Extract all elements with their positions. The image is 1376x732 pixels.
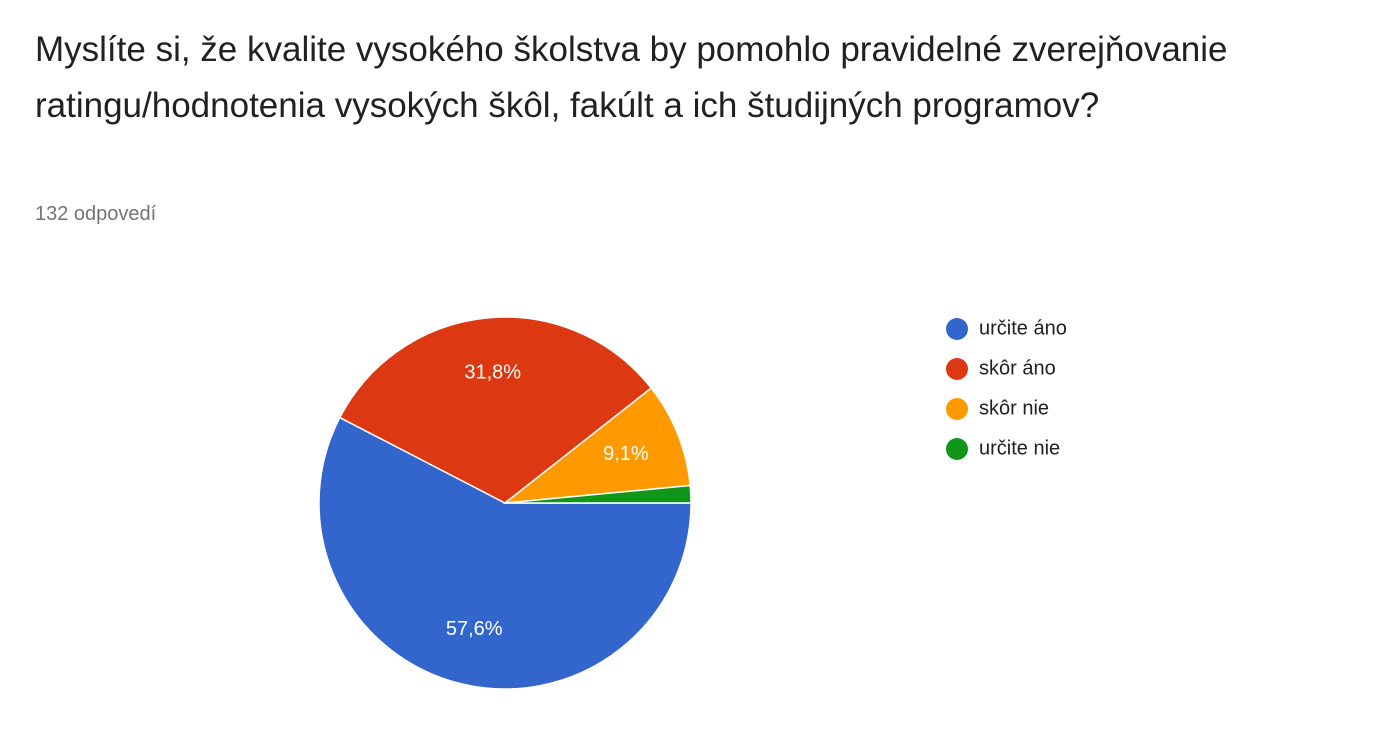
legend-label: určite nie xyxy=(979,437,1060,459)
pie-slice xyxy=(504,484,692,504)
legend-marker xyxy=(946,358,968,380)
legend-marker xyxy=(946,438,968,460)
legend-label: skôr áno xyxy=(979,357,1056,379)
pie-slice xyxy=(338,316,653,504)
chart-title: Myslíte si, že kvalite vysokého školstva… xyxy=(35,30,1228,125)
pie-slice xyxy=(318,416,692,690)
legend-label: skôr nie xyxy=(979,397,1049,419)
slice-label: 31,8% xyxy=(464,362,521,384)
legend-label: určite áno xyxy=(979,317,1067,339)
slice-label: 9,1% xyxy=(603,443,649,465)
chart-subtitle: 132 odpovedí xyxy=(35,203,157,225)
legend-marker xyxy=(946,318,968,340)
slice-label: 57,6% xyxy=(446,618,503,640)
legend-marker xyxy=(946,398,968,420)
pie-slice xyxy=(502,387,691,504)
